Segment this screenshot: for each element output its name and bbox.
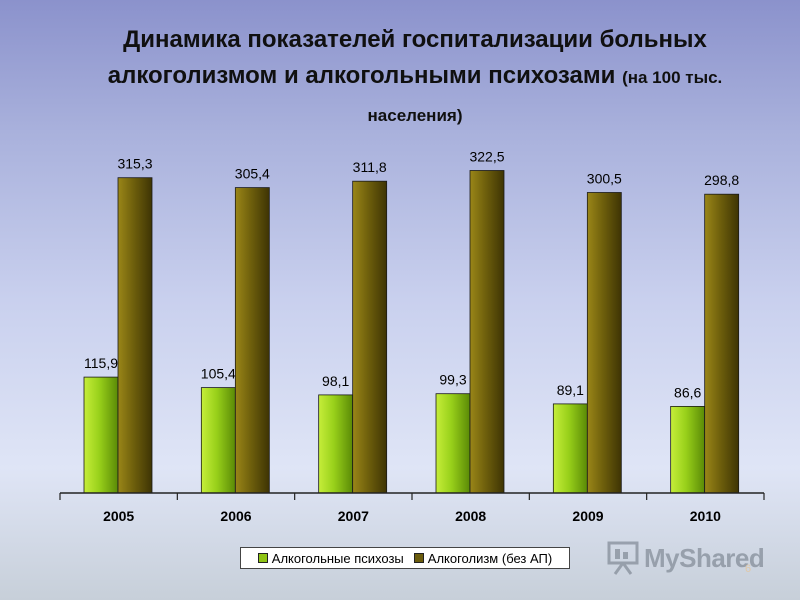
bar-alcoholism-2005	[117, 177, 153, 494]
data-label-psychoses-2009: 89,1	[557, 382, 584, 398]
bars-layer: 115,9 315,3 105,4 305,4 98,1 311,8 99,3 322,5 89…	[83, 149, 740, 494]
data-label-alcoholism-2005: 315,3	[117, 156, 152, 172]
bar-alcoholism-2007	[352, 180, 388, 494]
page-number: 6	[745, 563, 752, 575]
x-tick-label-2007: 2007	[338, 508, 369, 524]
bar-psychoses-2008	[435, 393, 471, 494]
bar-psychoses-2006	[200, 387, 236, 494]
x-tick-label-2008: 2008	[455, 508, 486, 524]
x-tick-label-2005: 2005	[103, 508, 134, 524]
watermark-text: MyShared	[644, 542, 765, 573]
data-label-alcoholism-2006: 305,4	[235, 166, 270, 182]
chart-title: Динамика показателей госпитализации боль…	[60, 22, 770, 134]
data-label-psychoses-2008: 99,3	[439, 372, 466, 388]
bar-psychoses-2005	[83, 376, 119, 494]
legend-label-alcoholism: Алкоголизм (без АП)	[427, 550, 553, 566]
data-label-psychoses-2010: 86,6	[674, 384, 701, 400]
legend-swatch-psychoses	[257, 553, 268, 563]
bar-psychoses-2010	[670, 405, 706, 494]
watermark-logo: MyShared	[606, 538, 771, 578]
data-label-psychoses-2005: 115,9	[84, 355, 118, 371]
x-tick-label-2010: 2010	[690, 508, 721, 524]
chart-title-suffix: (на 100 тыс. населения)	[367, 68, 723, 125]
legend-swatch-alcoholism	[413, 553, 424, 563]
chart-legend: Алкогольные психозы Алкоголизм (без АП)	[240, 547, 570, 569]
chart-title-main: Динамика показателей госпитализации боль…	[107, 26, 707, 89]
bar-alcoholism-2010	[704, 193, 740, 494]
bar-psychoses-2009	[552, 403, 588, 494]
presentation-board-icon	[607, 541, 639, 575]
data-label-psychoses-2007: 98,1	[322, 373, 349, 389]
x-axis-ticks: 2005 2006 2007 2008 2009 2010	[59, 493, 765, 524]
x-tick-label-2006: 2006	[220, 508, 251, 524]
data-label-alcoholism-2009: 300,5	[587, 171, 622, 187]
data-label-alcoholism-2010: 298,8	[704, 172, 739, 188]
bar-psychoses-2007	[318, 394, 354, 494]
data-label-alcoholism-2008: 322,5	[469, 149, 504, 165]
legend-item-alcoholism: Алкоголизм (без АП)	[413, 550, 553, 566]
bar-alcoholism-2006	[234, 187, 270, 494]
data-label-psychoses-2006: 105,4	[201, 366, 236, 382]
legend-item-psychoses: Алкогольные психозы	[257, 550, 404, 566]
legend-label-psychoses: Алкогольные психозы	[271, 550, 404, 566]
x-tick-label-2009: 2009	[572, 508, 603, 524]
bar-alcoholism-2008	[469, 170, 505, 494]
data-label-alcoholism-2007: 311,8	[353, 159, 387, 175]
bar-alcoholism-2009	[586, 192, 622, 494]
